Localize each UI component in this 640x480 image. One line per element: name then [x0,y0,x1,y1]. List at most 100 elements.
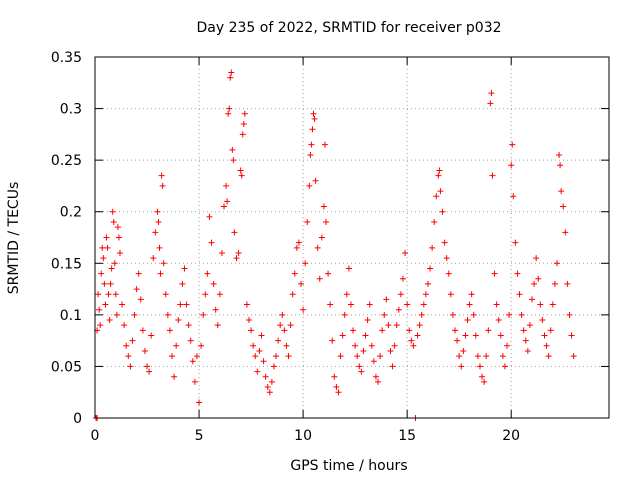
data-point [549,301,556,308]
data-point [570,353,577,360]
data-point [154,208,161,215]
x-tick-label: 15 [398,428,416,444]
data-point [385,322,392,329]
data-point [125,353,132,360]
data-point [545,353,552,360]
data-point [325,270,332,277]
data-point [260,358,267,365]
data-point [462,332,469,339]
data-point [241,110,248,117]
data-point [189,358,196,365]
data-point [298,280,305,287]
data-point [514,270,521,277]
data-point [456,353,463,360]
data-point [226,105,233,112]
data-point [368,342,375,349]
data-point [360,347,367,354]
data-point [427,265,434,272]
data-point [350,327,357,334]
data-point [110,219,117,226]
axis-ticks [94,56,609,419]
data-point [223,182,230,189]
data-point [245,317,252,324]
data-point [537,301,544,308]
data-point [566,311,573,318]
data-point [414,332,421,339]
data-point [327,301,334,308]
data-point [239,131,246,138]
data-point [139,327,146,334]
data-point [156,244,163,251]
data-point [146,368,153,375]
data-point [108,265,115,272]
data-point [123,342,130,349]
data-point [529,296,536,303]
data-point [533,255,540,262]
data-point [406,327,413,334]
data-point [458,363,465,370]
data-point [489,172,496,179]
data-point [474,353,481,360]
data-point [433,193,440,200]
data-point [318,234,325,241]
data-point [531,280,538,287]
data-point [193,353,200,360]
data-point [137,296,144,303]
y-tick-label: 0.05 [51,359,82,375]
data-point [107,280,114,287]
data-point [485,327,492,334]
data-point [119,301,126,308]
data-point [168,353,175,360]
data-point [472,332,479,339]
data-point [404,301,411,308]
data-point [562,229,569,236]
data-point [152,229,159,236]
data-point [179,280,186,287]
data-point [264,384,271,391]
data-point [115,234,122,241]
data-point [320,203,327,210]
data-point [148,332,155,339]
data-point [543,342,550,349]
data-point [437,188,444,195]
data-point [173,342,180,349]
data-point [256,347,263,354]
data-point [343,291,350,298]
y-tick-label: 0 [73,411,82,427]
data-point [501,363,508,370]
data-point [524,347,531,354]
data-point [436,167,443,174]
data-point [497,332,504,339]
data-point [129,337,136,344]
data-point [104,244,111,251]
data-point [512,239,519,246]
data-point [196,399,203,406]
data-point [422,291,429,298]
data-point [356,363,363,370]
data-point [316,275,323,282]
data-point [166,327,173,334]
data-point [322,219,329,226]
data-point [381,311,388,318]
data-point [200,311,207,318]
data-point [358,368,365,375]
data-point [214,322,221,329]
y-tick-label: 0.35 [51,50,82,66]
plot-frame [94,56,610,419]
data-point [539,317,546,324]
data-point [372,373,379,380]
data-point [499,353,506,360]
data-point [377,353,384,360]
data-point [509,141,516,148]
data-point [483,353,490,360]
data-point [275,337,282,344]
data-point [133,286,140,293]
data-point [516,291,523,298]
data-point [310,110,317,117]
data-point [270,363,277,370]
data-point [100,255,107,262]
data-point [366,301,373,308]
data-point [441,239,448,246]
data-point [307,151,314,158]
